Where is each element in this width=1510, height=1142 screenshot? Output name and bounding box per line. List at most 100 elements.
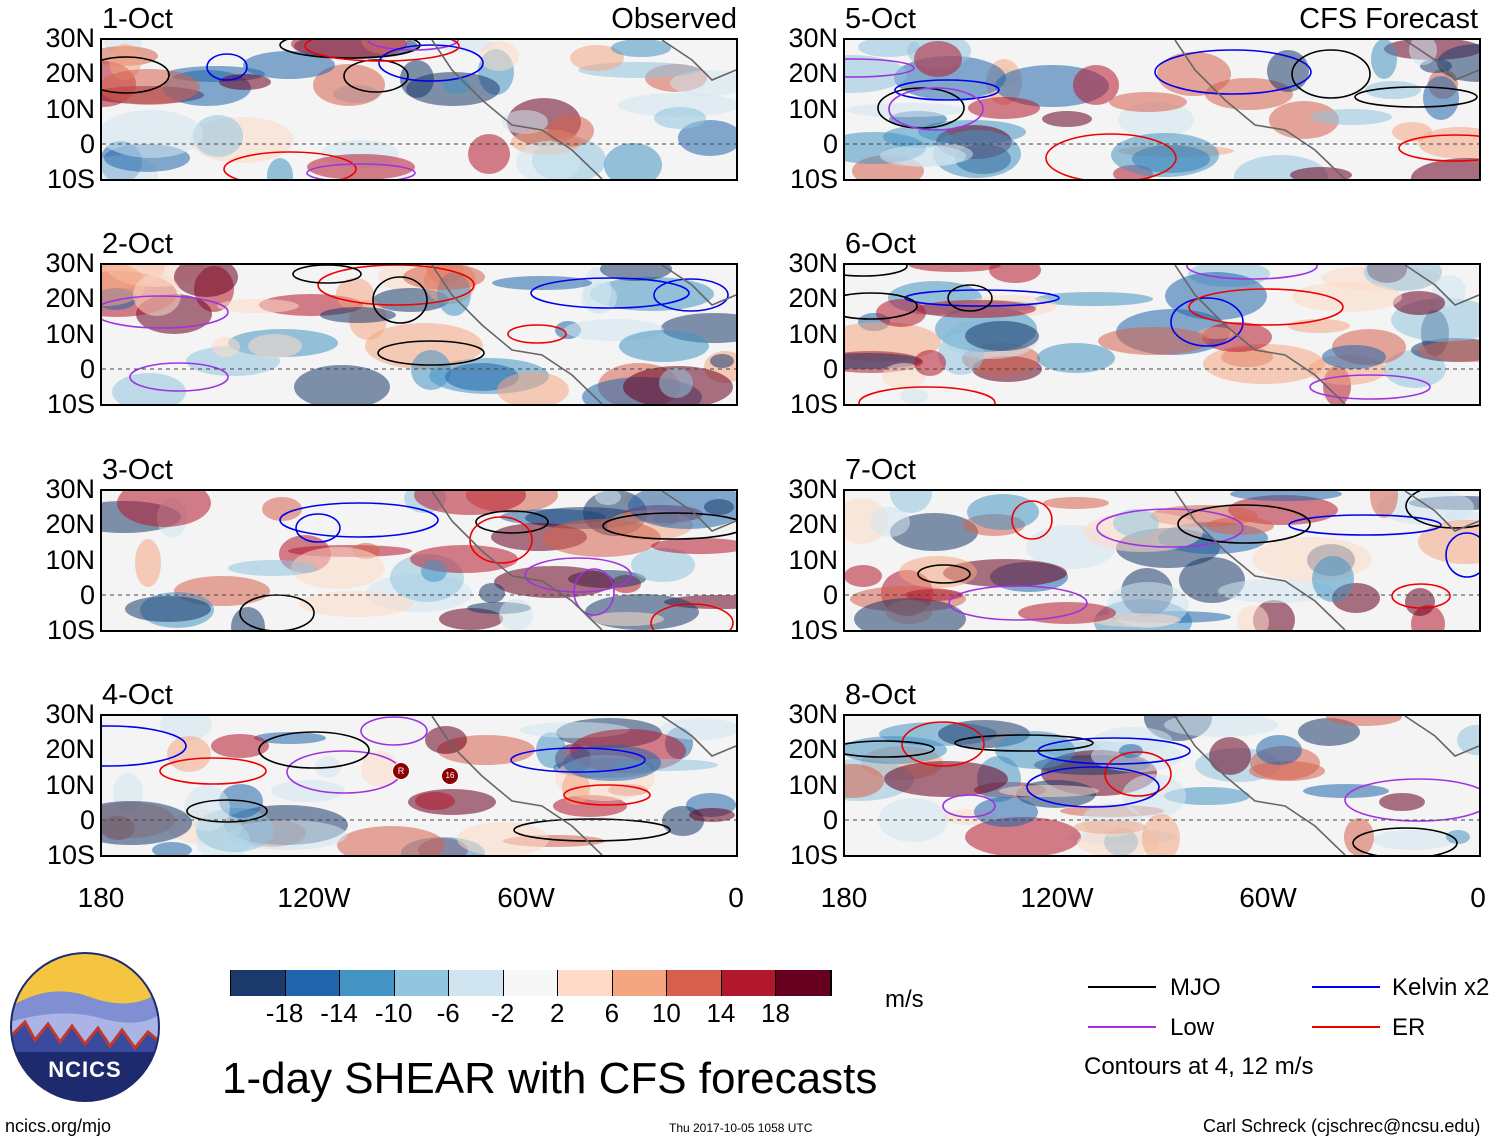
shear-anomaly (1310, 109, 1392, 125)
panel-date-5-oct: 5-Oct (845, 3, 916, 35)
shear-anomaly (965, 321, 1039, 351)
shear-anomaly (600, 265, 672, 281)
shear-anomaly (1042, 111, 1092, 127)
wave-contour (510, 747, 646, 773)
wave-contour (159, 757, 267, 785)
shear-anomaly (336, 278, 374, 310)
lat-tick: 0 (79, 580, 95, 610)
wave-contour (102, 56, 170, 94)
wave-contour (1391, 583, 1451, 609)
shear-anomaly (1113, 509, 1159, 537)
shear-field (102, 265, 736, 404)
shear-anomaly (1418, 520, 1479, 564)
panel-date-2-oct: 2-Oct (102, 228, 173, 260)
lat-tick: 20N (45, 734, 95, 764)
wave-contour (947, 284, 993, 312)
shear-anomaly (876, 299, 926, 327)
shear-anomaly (125, 596, 211, 622)
lon-tick-180-right: 180 (820, 882, 868, 913)
colorbar-label: 18 (760, 998, 790, 1028)
lat-tick: 10N (45, 94, 95, 124)
shear-anomaly (1322, 345, 1386, 369)
shear-anomaly (590, 612, 664, 626)
wave-contour (901, 721, 985, 767)
shear-anomaly (152, 842, 192, 855)
shear-anomaly (967, 494, 1039, 530)
shear-anomaly (1111, 133, 1219, 177)
colorbar-label: -6 (436, 998, 460, 1028)
colorbar-cell (394, 970, 450, 996)
coastline (431, 40, 736, 179)
coastline (1174, 40, 1479, 179)
lat-tick: 20N (788, 58, 838, 88)
shear-anomaly (294, 365, 390, 404)
shear-anomaly (193, 115, 243, 157)
shear-anomaly (1252, 537, 1372, 581)
shear-anomaly (845, 764, 884, 798)
shear-anomaly (1249, 761, 1325, 781)
shear-anomaly (581, 282, 617, 314)
legend-low-line (1088, 1026, 1156, 1028)
shear-anomaly (411, 350, 451, 390)
wave-contour (129, 362, 229, 392)
shear-anomaly (494, 566, 614, 598)
shear-anomaly (651, 538, 736, 554)
wave-contour (524, 557, 632, 593)
lat-tick: 30N (788, 248, 838, 278)
colorbar-label: -14 (320, 998, 358, 1028)
shear-field (845, 40, 1479, 179)
shear-anomaly (248, 334, 302, 358)
shear-anomaly (1091, 613, 1181, 627)
wave-contour (573, 568, 615, 616)
wave-contour (475, 510, 549, 534)
shear-anomaly (219, 74, 271, 90)
shear-anomaly (854, 598, 966, 630)
shear-anomaly (1370, 491, 1398, 518)
wave-contour (102, 725, 187, 767)
figure-title: 1-day SHEAR with CFS forecasts (222, 1054, 878, 1103)
coastline (1174, 491, 1479, 630)
shear-anomaly (174, 265, 238, 297)
shear-anomaly (536, 732, 566, 768)
wave-contour (1398, 134, 1479, 162)
shear-anomaly (1288, 319, 1350, 333)
panel-date-4-oct: 4-Oct (102, 679, 173, 711)
wave-contour (1011, 500, 1053, 540)
colorbar-cell (721, 970, 777, 996)
lat-tick: 20N (45, 58, 95, 88)
lat-tick: 0 (822, 129, 838, 159)
colorbar-label: -18 (265, 998, 304, 1028)
shear-anomaly (1018, 602, 1116, 624)
shear-anomaly (660, 718, 736, 740)
shear-anomaly (704, 499, 734, 515)
shear-anomaly (468, 134, 510, 174)
lat-tick: 10S (46, 840, 95, 870)
legend-er-label: ER (1392, 1014, 1426, 1041)
footer-timestamp: Thu 2017-10-05 1058 UTC (669, 1121, 813, 1135)
shear-anomaly (436, 40, 496, 52)
lon-tick-60w-right: 60W (1239, 882, 1297, 913)
wave-contour (1405, 491, 1479, 529)
wave-contour (894, 79, 1000, 101)
shear-anomaly (974, 797, 1038, 827)
wave-contour (367, 40, 459, 51)
wave-contour (1309, 374, 1431, 400)
shear-anomaly (1142, 814, 1180, 855)
map-panel-3-oct (100, 489, 738, 632)
shear-anomaly (1206, 517, 1274, 535)
lat-tick: 10S (789, 164, 838, 194)
shear-anomaly (1073, 65, 1119, 105)
shear-anomaly (243, 51, 335, 79)
map-panel-4-oct (100, 714, 738, 857)
wave-contour (530, 277, 690, 309)
wave-contour (378, 44, 484, 82)
shear-anomaly (497, 372, 569, 404)
shear-anomaly (1446, 830, 1470, 844)
lat-tick: 0 (79, 805, 95, 835)
colorbar-label: -10 (374, 998, 413, 1028)
wave-contour (239, 594, 315, 630)
wave-contour (602, 512, 736, 540)
wave-contour (343, 59, 409, 93)
map-panel-7-oct (843, 489, 1481, 632)
lat-tick: 10N (45, 545, 95, 575)
